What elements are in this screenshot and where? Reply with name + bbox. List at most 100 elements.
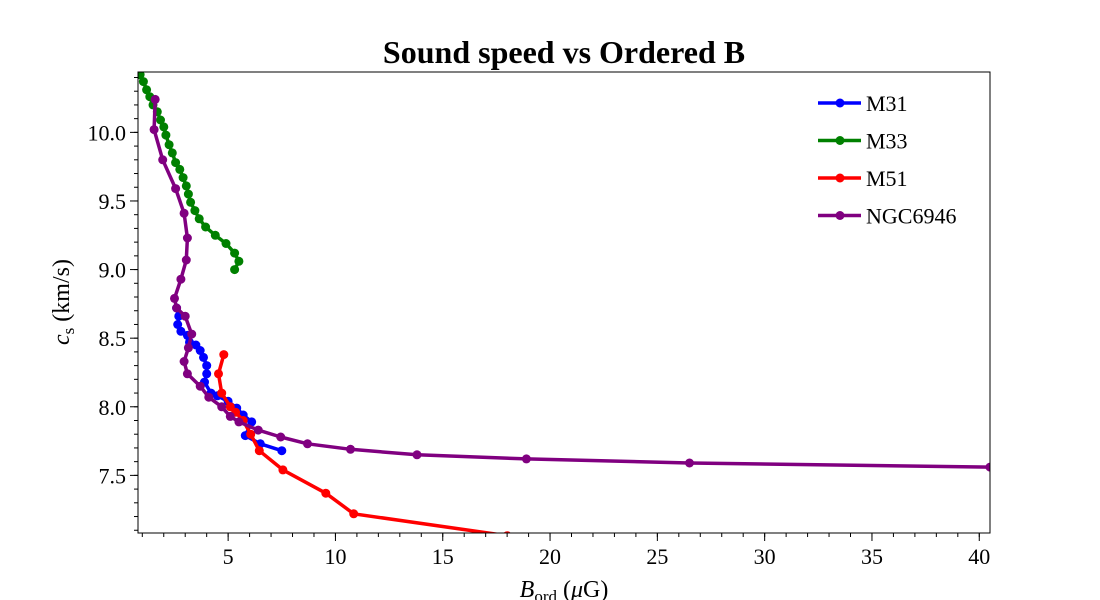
data-point-m33 — [230, 248, 240, 258]
x-axis-title-symbol: B — [520, 577, 535, 600]
data-point-m33 — [171, 158, 181, 168]
x-tick-label: 5 — [223, 544, 234, 569]
data-point-ngc6946 — [187, 329, 197, 339]
data-point-m33 — [167, 148, 177, 158]
x-tick-label: 30 — [754, 544, 776, 569]
data-point-ngc6946 — [346, 444, 355, 454]
legend-marker-ngc6946 — [835, 211, 845, 220]
legend-label-m31: M31 — [866, 91, 908, 116]
x-tick-label: 10 — [324, 544, 346, 569]
data-point-m51 — [349, 509, 359, 519]
data-point-ngc6946 — [158, 155, 168, 165]
y-tick-label: 10.0 — [88, 120, 127, 145]
series-line-ngc6946 — [152, 99, 990, 469]
data-point-ngc6946 — [253, 425, 263, 435]
x-axis-title-unit-close: G) — [583, 577, 608, 600]
legend-marker-m51 — [835, 173, 845, 183]
data-point-ngc6946 — [217, 402, 227, 412]
data-point-ngc6946 — [171, 184, 181, 194]
data-point-m33 — [161, 130, 171, 140]
data-point-m31 — [176, 326, 186, 336]
x-tick-label: 15 — [432, 544, 454, 569]
data-point-m31 — [277, 446, 287, 456]
y-axis-title-subscript: s — [59, 328, 78, 335]
data-point-m33 — [181, 181, 191, 191]
data-point-ngc6946 — [521, 454, 531, 464]
x-axis: 5 10 15 20 25 30 35 40 — [141, 533, 990, 569]
data-point-ngc6946 — [176, 274, 186, 284]
data-point-m51 — [217, 388, 227, 398]
data-point-ngc6946 — [179, 208, 189, 218]
data-point-ngc6946 — [170, 293, 179, 303]
data-point-m51 — [219, 350, 229, 360]
series-layer — [138, 72, 990, 533]
y-tick-label: 9.5 — [99, 189, 127, 214]
chart-title: Sound speed vs Ordered B — [383, 34, 745, 70]
data-point-m31 — [199, 352, 208, 362]
data-point-m31 — [247, 417, 257, 427]
data-point-ngc6946 — [985, 462, 990, 472]
data-point-ngc6946 — [204, 392, 214, 402]
x-axis-title-unit-mu: μ — [570, 577, 583, 600]
data-point-m51 — [278, 465, 288, 475]
data-point-ngc6946 — [234, 417, 244, 427]
legend-label-m51: M51 — [866, 166, 908, 191]
x-tick-label: 25 — [646, 544, 668, 569]
data-point-ngc6946 — [182, 233, 192, 243]
legend: M31 M33 M51 NGC6946 — [818, 91, 956, 229]
data-point-m33 — [186, 197, 196, 207]
data-point-m31 — [202, 361, 212, 371]
data-point-m33 — [194, 214, 204, 224]
x-tick-label: 40 — [968, 544, 990, 569]
data-point-m33 — [178, 173, 188, 183]
y-axis: 7.5 8.0 8.5 9.0 9.5 10.0 — [88, 76, 138, 531]
data-point-m33 — [164, 140, 174, 150]
data-point-ngc6946 — [412, 450, 422, 460]
data-point-ngc6946 — [180, 311, 190, 321]
data-point-m51 — [246, 429, 256, 439]
y-tick-label: 7.5 — [99, 463, 127, 488]
data-point-ngc6946 — [303, 439, 312, 449]
data-point-m31 — [202, 369, 212, 379]
data-point-ngc6946 — [276, 432, 286, 442]
x-tick-label: 20 — [539, 544, 561, 569]
data-point-ngc6946 — [172, 303, 182, 313]
data-point-m33 — [159, 122, 169, 132]
legend-label-ngc6946: NGC6946 — [866, 204, 956, 229]
data-point-ngc6946 — [149, 125, 159, 135]
data-point-m51 — [254, 446, 264, 456]
x-axis-title-subscript: ord — [534, 587, 557, 600]
data-point-ngc6946 — [195, 381, 205, 391]
data-point-m31 — [173, 320, 183, 329]
x-tick-label: 35 — [861, 544, 883, 569]
data-point-ngc6946 — [179, 357, 189, 366]
data-point-ngc6946 — [182, 369, 192, 379]
data-point-m33 — [183, 189, 193, 199]
data-point-ngc6946 — [150, 94, 160, 104]
data-point-m33 — [234, 256, 244, 266]
data-point-ngc6946 — [183, 343, 193, 353]
data-point-m33 — [156, 115, 165, 125]
x-axis-title: Bord (μG) — [520, 577, 609, 600]
legend-label-m33: M33 — [866, 129, 908, 154]
data-point-ngc6946 — [685, 458, 694, 468]
data-point-m33 — [230, 265, 240, 275]
data-point-m33 — [175, 164, 185, 174]
data-point-ngc6946 — [225, 411, 235, 421]
data-point-m33 — [201, 222, 211, 232]
data-point-m51 — [321, 488, 331, 498]
data-point-m33 — [138, 77, 148, 87]
legend-marker-m33 — [835, 136, 845, 145]
data-point-m33 — [210, 230, 220, 240]
y-axis-title-unit: (km/s) — [49, 259, 75, 328]
data-point-m33 — [221, 239, 231, 248]
data-point-m33 — [142, 85, 152, 95]
x-axis-title-unit-open: ( — [557, 577, 571, 600]
data-point-ngc6946 — [181, 255, 191, 265]
y-tick-label: 8.5 — [99, 326, 127, 351]
y-axis-title: cs (km/s) — [49, 259, 78, 345]
legend-marker-m31 — [835, 98, 845, 108]
data-point-m33 — [190, 206, 200, 216]
plot-frame — [137, 71, 991, 534]
